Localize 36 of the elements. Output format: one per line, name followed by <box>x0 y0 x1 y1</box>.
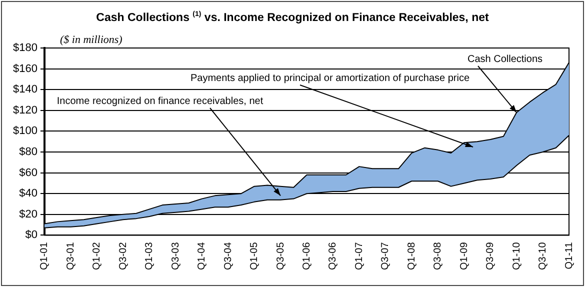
x-tick-label: Q3-06 <box>328 242 339 270</box>
x-tick-label: Q1-02 <box>92 242 103 270</box>
chart-title: Cash Collections $^{(1)}$ vs. Income Recognized on Finance Receivables, net <box>95 11 490 24</box>
x-tick-label: Q3-10 <box>538 242 549 270</box>
x-tick-label: Q3-04 <box>222 242 234 270</box>
chart-subtitle: ($ in millions) <box>60 34 122 46</box>
y-tick-label: $20 <box>19 208 38 220</box>
x-tick-label: Q1-06 <box>301 242 312 270</box>
annotation: Income recognized on finance receivables, net <box>56 96 264 107</box>
annotation: Payments applied to principal or amortization of purchase price <box>190 72 470 84</box>
y-tick-label: $40 <box>19 188 38 200</box>
x-tick-label: Q1-05 <box>249 242 260 270</box>
x-tick-label: Q1-07 <box>354 242 365 270</box>
x-tick-label: Q3-07 <box>380 242 392 270</box>
y-tick-label: $140 <box>12 84 38 96</box>
annotation: Cash Collections <box>467 54 543 65</box>
x-tick-label: Q1-11 <box>564 242 575 270</box>
y-tick-label: $0 <box>25 229 38 242</box>
x-tick-label: Q3-09 <box>485 242 496 270</box>
y-tick-label: $180 <box>12 42 38 54</box>
x-tick-label: Q3-05 <box>275 242 286 270</box>
x-tick-label: Q3-03 <box>170 242 182 270</box>
y-tick-label: $160 <box>12 62 38 75</box>
x-tick-label: Q3-08 <box>432 242 444 270</box>
x-tick-label: Q3-01 <box>65 242 76 270</box>
x-tick-label: Q1-01 <box>39 242 50 270</box>
x-tick-label: Q1-04 <box>196 242 208 270</box>
y-tick-label: $80 <box>19 146 38 158</box>
y-tick-label: $60 <box>19 166 38 179</box>
y-tick-label: $120 <box>12 104 38 116</box>
x-tick-label: Q3-02 <box>118 242 129 270</box>
x-tick-label: Q1-10 <box>511 242 522 270</box>
x-tick-label: Q1-03 <box>144 242 156 270</box>
x-tick-label: Q1-08 <box>406 242 418 270</box>
x-tick-label: Q1-09 <box>458 242 470 270</box>
y-tick-label: $100 <box>12 125 38 138</box>
